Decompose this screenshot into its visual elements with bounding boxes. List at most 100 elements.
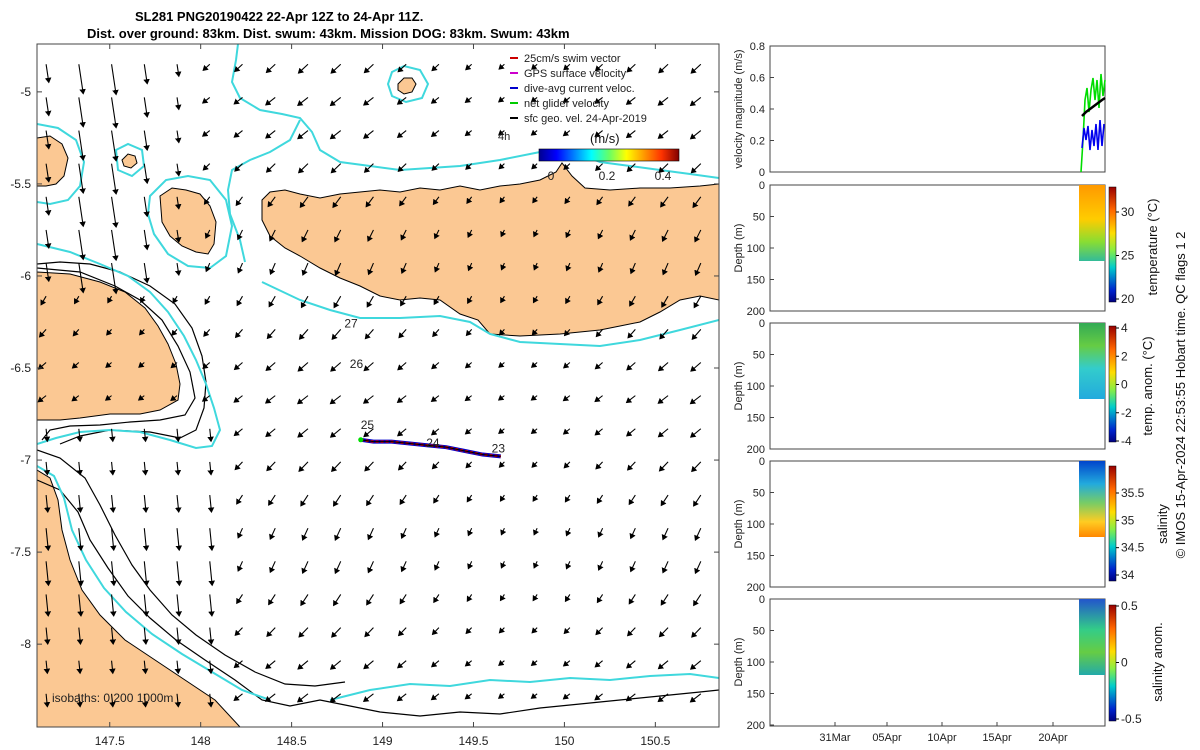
velocity-vector: [363, 362, 374, 372]
glider-track: [358, 437, 501, 459]
track-line: [360, 439, 501, 457]
velocity-vector: [265, 362, 276, 372]
depth-tick-label: 150: [747, 275, 765, 287]
velocity-vector: [464, 362, 473, 369]
depth-tick-label: 150: [747, 689, 765, 701]
velocity-green-series: [1080, 73, 1106, 173]
velocity-vector: [329, 96, 342, 107]
colorbar-tick-label: 2: [1121, 349, 1128, 363]
velocity-vector: [594, 693, 603, 701]
velocity-vector: [626, 63, 636, 73]
velocity-vector: [208, 594, 215, 617]
velocity-vector: [362, 395, 374, 404]
colorbar-title: (m/s): [590, 131, 620, 146]
velocity-vector: [563, 461, 571, 469]
velocity-vector: [268, 229, 276, 242]
velocity-vector: [430, 428, 440, 436]
velocity-vector: [234, 163, 243, 172]
velocity-vector: [629, 295, 636, 307]
ssh-contour-north2: [226, 119, 301, 263]
temp-anomaly-ylabel: Depth (m): [733, 362, 745, 411]
velocity-vector: [657, 96, 669, 106]
velocity-vector: [396, 693, 407, 702]
velocity-vector: [77, 561, 85, 587]
velocity-vector: [625, 395, 636, 404]
velocity-vector: [626, 163, 636, 173]
velocity-vector: [43, 693, 51, 708]
temperature-cb-label: temperature (°C): [1145, 199, 1160, 296]
velocity-vector: [77, 594, 84, 617]
velocity-vector: [110, 561, 117, 587]
velocity-vector: [626, 362, 636, 371]
velocity-vector: [690, 163, 702, 174]
velocity-vector: [298, 461, 309, 472]
velocity-vector: [531, 328, 538, 336]
velocity-vector: [400, 262, 407, 275]
velocity-vector: [661, 229, 669, 242]
velocity-vector: [174, 97, 182, 111]
velocity-vector: [236, 561, 244, 572]
isobath-1000-south: [37, 449, 346, 687]
velocity-vector: [596, 594, 604, 604]
time-tick-label: 05Apr: [872, 732, 902, 744]
velocity-vector: [105, 361, 112, 368]
temp-anomaly-colorbar-ticks: 4 2 0 -2 -4: [1116, 321, 1132, 448]
velocity-vector: [396, 96, 407, 105]
velocity-vector: [563, 163, 571, 170]
salinity-anomaly-depth-ticks: 0 50 100 150 200: [747, 594, 774, 732]
velocity-vector: [298, 328, 309, 340]
velocity-vector: [498, 129, 505, 136]
velocity-vector: [564, 594, 571, 603]
depth-tick-label: 50: [753, 626, 765, 638]
title-line-1: SL281 PNG20190422 22-Apr 12Z to 24-Apr 1…: [135, 9, 424, 24]
velocity-vector: [175, 494, 182, 513]
velocity-vector: [499, 328, 506, 336]
land-islet-small: [121, 153, 138, 169]
velocity-vector: [364, 461, 374, 472]
speed-colorbar: [538, 148, 680, 162]
velocity-vector: [207, 494, 215, 513]
temperature-ylabel: Depth (m): [733, 224, 745, 273]
colorbar-tick-label: 30: [1121, 205, 1135, 219]
legend-item: 25cm/s swim vector: [524, 53, 621, 65]
velocity-vector: [107, 295, 113, 304]
velocity-vector: [110, 528, 117, 552]
velocity-vector: [499, 196, 506, 204]
salinity-field: [1079, 461, 1105, 537]
velocity-vector: [366, 494, 374, 507]
velocity-vector: [597, 561, 604, 571]
depth-tick-label: 100: [747, 519, 765, 531]
velocity-vector: [626, 461, 636, 471]
lat-tick-label: -5: [20, 85, 31, 99]
velocity-vector: [467, 262, 474, 272]
velocity-vector: [562, 130, 571, 137]
velocity-vector: [430, 130, 440, 137]
colorbar-tick-label: -4: [1121, 434, 1132, 448]
velocity-vector: [594, 63, 603, 72]
time-axis-ticks: 31Mar 05Apr 10Apr 15Apr 20Apr: [819, 722, 1068, 744]
velocity-vector: [594, 362, 603, 370]
velocity-vector: [691, 328, 702, 340]
velocity-vector: [658, 163, 669, 173]
velocity-vector: [203, 196, 211, 205]
velocity-vector: [331, 627, 342, 638]
depth-tick-label: 100: [747, 243, 765, 255]
velocity-vector: [396, 428, 407, 437]
velocity-vector: [564, 494, 571, 503]
depth-tick-label: 50: [753, 488, 765, 500]
velocity-vector: [595, 627, 604, 636]
velocity-vector: [78, 196, 86, 228]
velocity-vector: [265, 428, 276, 438]
glider-map[interactable]: 27 26 25 24 23 147.5 148 148.5 149 149.5 150 150.5…: [0, 0, 720, 750]
velocity-vector: [530, 129, 538, 136]
legend-item: GPS surface velocity: [524, 68, 627, 80]
velocity-vector: [660, 594, 669, 606]
velocity-vector: [625, 428, 636, 437]
salinity-depth-ticks: 0 50 100 150 200: [747, 456, 774, 594]
time-tick-label: 20Apr: [1038, 732, 1068, 744]
depth-tick-label: 0: [759, 456, 765, 468]
temp-anomaly-panel: 0 50 100 150 200 Depth (m) 4 2 0 -2 -4 temp. ano…: [733, 318, 1155, 456]
velocity-vector: [202, 63, 211, 72]
velocity-vector: [329, 428, 342, 438]
velocity-vector: [689, 395, 702, 405]
